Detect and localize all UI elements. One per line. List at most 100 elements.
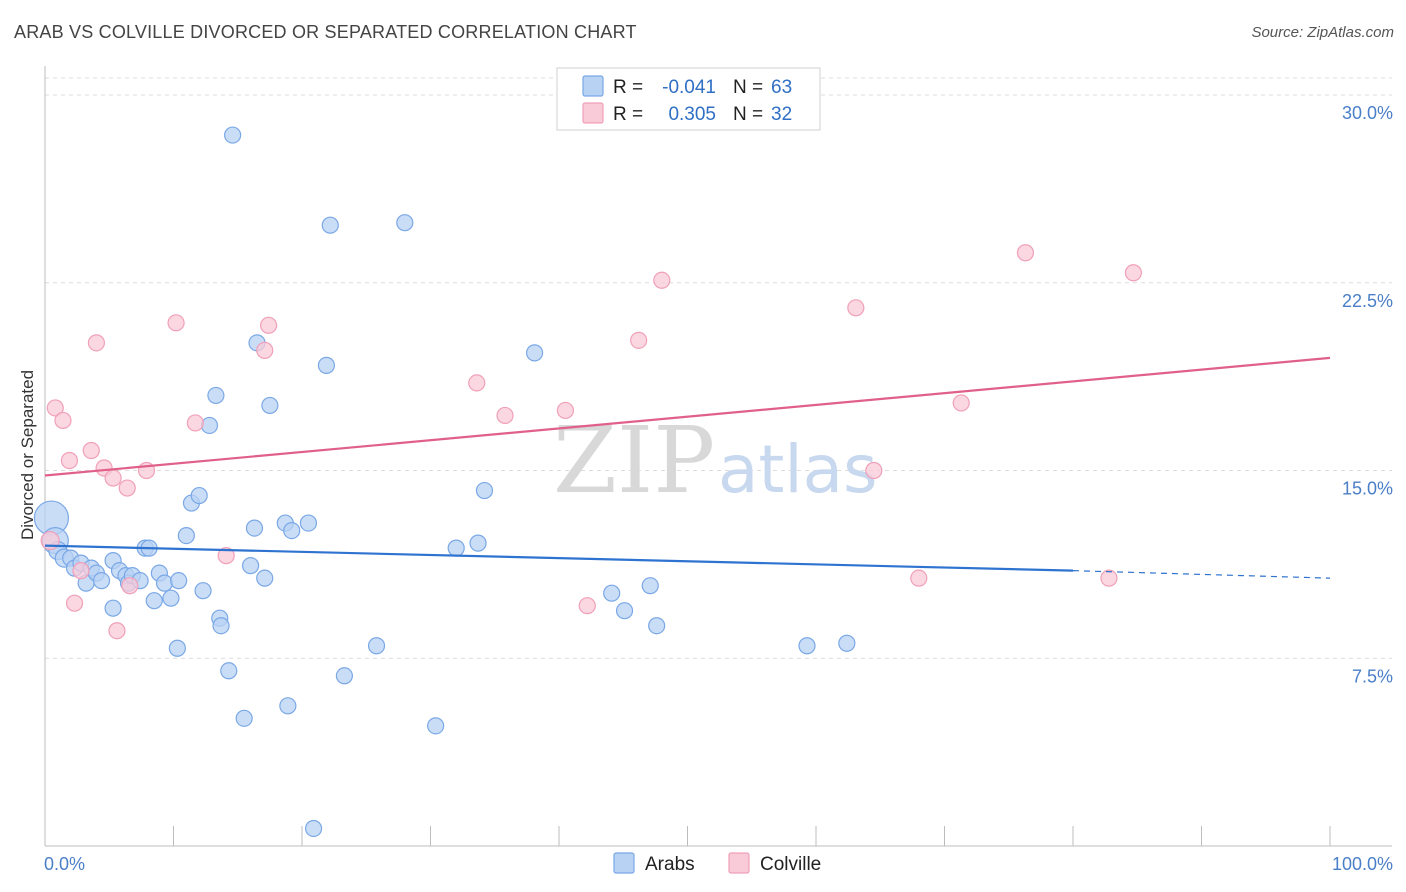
chart-title: ARAB VS COLVILLE DIVORCED OR SEPARATED C… [14, 22, 637, 42]
colville-point [256, 341, 274, 359]
y-tick-labels: 7.5% 15.0% 22.5% 30.0% [1342, 103, 1393, 686]
colville-point [556, 401, 575, 420]
colville-point [65, 594, 84, 612]
arabs-point [603, 584, 621, 602]
arabs-point [170, 572, 188, 590]
arabs-point [335, 667, 354, 685]
colville-point [653, 271, 671, 289]
colville-point [217, 547, 235, 565]
legend-swatch-colville [582, 102, 604, 124]
bottom-legend-label-colville: Colville [760, 854, 821, 875]
legend-n-label: N = [733, 77, 763, 98]
bottom-legend-label-arabs: Arabs [645, 854, 695, 875]
arabs-point [168, 639, 186, 657]
arabs-point [155, 574, 174, 592]
arabs-point [242, 557, 260, 575]
arabs-point [200, 416, 219, 435]
x-tick-labels: 0.0% 100.0% [44, 854, 1393, 874]
colville-point [54, 411, 72, 430]
colville-point [630, 331, 648, 349]
legend-r-value: 0.305 [668, 104, 716, 125]
arabs-point [256, 569, 274, 587]
colville-point [60, 451, 79, 470]
colville-point [1124, 264, 1142, 282]
arabs-point [162, 589, 180, 607]
arabs-point [396, 214, 414, 232]
watermark-atlas: atlas [718, 431, 878, 508]
arabs-point [220, 662, 238, 680]
legend-n-label: N = [733, 104, 763, 125]
legend-swatch-arabs [582, 75, 604, 97]
arabs-point [317, 356, 336, 374]
arabs-point [447, 539, 465, 557]
bottom-legend-swatch-arabs [613, 852, 635, 874]
y-axis-label: Divorced or Separated [18, 370, 37, 540]
colville-point [46, 399, 64, 417]
legend-r-label: R = [613, 104, 643, 125]
arabs-point [525, 344, 544, 362]
arabs-point [207, 386, 225, 405]
legend-n-value: 32 [771, 104, 792, 125]
arabs-point [304, 819, 323, 838]
legend: R = -0.041 N = 63 R = 0.305 N = 32 [556, 67, 821, 131]
y-tick-label: 7.5% [1352, 666, 1393, 686]
colville-point [259, 316, 278, 334]
arabs-point [194, 582, 212, 600]
colville-point [910, 569, 928, 587]
arabs-point [283, 521, 301, 540]
colville-point [121, 577, 139, 595]
arabs-trend-extension [1072, 570, 1331, 579]
colville-point [468, 374, 486, 392]
arabs-point [427, 717, 445, 735]
colville-point [865, 461, 883, 480]
x-tick-label-start: 0.0% [44, 854, 85, 874]
arabs-point [367, 637, 386, 655]
y-tick-label: 15.0% [1342, 479, 1393, 499]
colville-trend-line [44, 356, 1331, 477]
arabs-point [838, 634, 856, 652]
colville-point [1100, 569, 1118, 587]
arabs-point [104, 599, 122, 617]
arabs-point [245, 519, 264, 537]
legend-n-value: 63 [771, 77, 792, 98]
arabs-point [798, 637, 816, 655]
trend-lines [44, 356, 1331, 579]
colville-point [118, 479, 136, 497]
arabs-point [469, 534, 487, 552]
bottom-legend: Arabs Colville [613, 852, 821, 875]
colville-point [1016, 244, 1035, 262]
arabs-point [648, 617, 666, 635]
arabs-point [475, 481, 494, 500]
colville-point [72, 562, 90, 580]
arabs-point [145, 592, 163, 610]
colville-point [87, 334, 106, 352]
watermark: ZIP atlas [553, 407, 878, 514]
source-label: Source: ZipAtlas.com [1251, 24, 1394, 41]
colville-point [952, 394, 970, 412]
colville-point [82, 441, 100, 460]
y-tick-label: 22.5% [1342, 291, 1393, 311]
colville-point [578, 597, 596, 615]
arabs-point [641, 577, 659, 595]
watermark-zip: ZIP [553, 407, 715, 514]
colville-point [104, 469, 122, 487]
arabs-point [299, 514, 318, 532]
x-tick-label-end: 100.0% [1332, 854, 1393, 874]
axes [44, 66, 1392, 847]
arabs-point [279, 697, 297, 715]
arabs-point [615, 602, 634, 620]
arabs-point [261, 396, 279, 415]
legend-r-value: -0.041 [662, 77, 716, 98]
colville-point [496, 406, 514, 425]
data-points [33, 126, 1142, 838]
arabs-point [235, 709, 253, 727]
arabs-trend-line [44, 544, 1074, 572]
legend-r-label: R = [613, 77, 643, 98]
bottom-legend-swatch-colville [728, 852, 750, 874]
colville-point [847, 299, 865, 317]
arabs-point [92, 572, 111, 590]
arabs-point [190, 486, 208, 505]
arabs-point [177, 526, 195, 545]
colville-point [108, 622, 126, 640]
